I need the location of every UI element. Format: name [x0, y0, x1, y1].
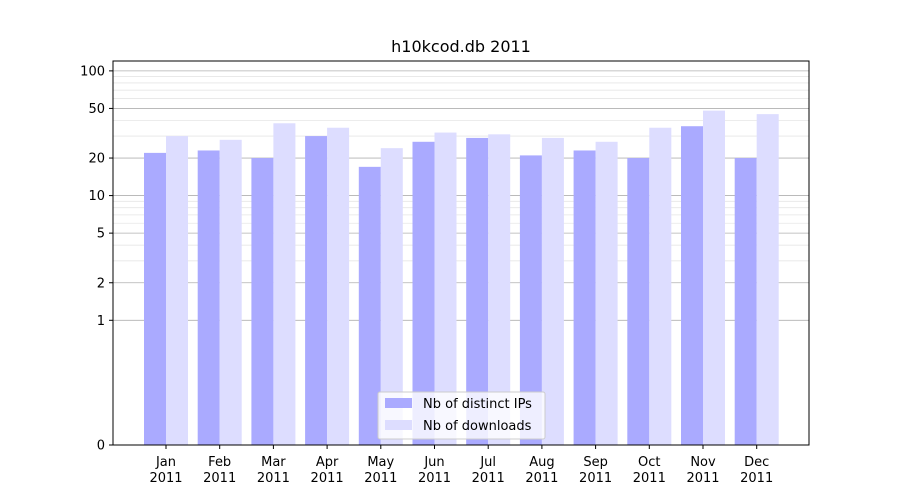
bar-downloads: [756, 114, 779, 445]
legend: Nb of distinct IPs Nb of downloads: [377, 391, 546, 440]
x-tick-label-month: Sep: [583, 455, 608, 470]
plot-frame: [112, 60, 810, 446]
bar-downloads: [434, 132, 457, 446]
y-tick-label: 10: [88, 189, 105, 204]
bar-distinct-ips: [358, 166, 381, 445]
x-tick-label-year: 2011: [203, 471, 236, 486]
bar-downloads: [703, 110, 725, 445]
bar-distinct-ips: [519, 155, 542, 445]
x-tick-label-year: 2011: [633, 471, 666, 486]
bar-distinct-ips: [466, 137, 489, 446]
bar-distinct-ips: [734, 158, 757, 445]
y-tick-label: 1: [97, 314, 105, 329]
y-tick-label: 5: [97, 227, 105, 242]
bar-distinct-ips: [144, 152, 166, 445]
y-tick-label: 50: [88, 102, 105, 117]
x-tick-label-month: Jul: [479, 455, 496, 470]
x-tick-label-year: 2011: [740, 471, 773, 486]
y-tick-label: 100: [80, 64, 105, 79]
bar-distinct-ips: [627, 158, 650, 445]
x-tick-label-year: 2011: [472, 471, 505, 486]
bar-downloads: [166, 136, 188, 446]
y-tick-label: 2: [97, 276, 105, 291]
legend-box: [377, 391, 546, 440]
x-tick-label-year: 2011: [149, 471, 182, 486]
x-tick-label-month: Mar: [261, 455, 286, 470]
y-axis: 0 1 2 5 10 20 50 100: [80, 64, 113, 454]
x-tick-label-year: 2011: [525, 471, 558, 486]
bar-distinct-ips: [251, 158, 274, 445]
bar-downloads: [219, 139, 242, 445]
bar-downloads: [488, 134, 511, 445]
x-tick-label-year: 2011: [418, 471, 451, 486]
x-tick-label-year: 2011: [311, 471, 344, 486]
bars: [144, 110, 779, 446]
x-tick-label-month: May: [367, 455, 394, 470]
x-tick-label-year: 2011: [364, 471, 397, 486]
bar-downloads: [595, 141, 618, 445]
bar-distinct-ips: [412, 141, 435, 445]
bar-distinct-ips: [305, 136, 328, 446]
bar-distinct-ips: [681, 126, 703, 446]
bar-distinct-ips: [573, 150, 596, 445]
x-tick-label-year: 2011: [579, 471, 612, 486]
bar-distinct-ips: [197, 150, 220, 445]
x-tick-label-year: 2011: [257, 471, 290, 486]
bar-downloads: [541, 137, 564, 446]
legend-swatch-distinct-ips: [385, 398, 412, 408]
x-tick-label-month: Aug: [529, 455, 554, 470]
bar-downloads: [327, 127, 350, 445]
y-tick-label: 0: [97, 439, 105, 454]
bar-downloads: [380, 148, 403, 445]
x-tick-label-month: Apr: [316, 455, 339, 470]
x-tick-label-month: Oct: [638, 455, 660, 470]
x-tick-label-month: Feb: [208, 455, 231, 470]
bar-downloads: [273, 123, 296, 446]
x-axis: Jan2011Feb2011Mar2011Apr2011May2011Jun20…: [149, 445, 773, 486]
legend-label-distinct-ips: Nb of distinct IPs: [423, 397, 532, 412]
x-tick-label-month: Jan: [155, 455, 176, 470]
x-tick-label-month: Nov: [690, 455, 716, 470]
x-tick-label-month: Dec: [744, 455, 769, 470]
legend-swatch-downloads: [385, 420, 412, 430]
x-tick-label-year: 2011: [686, 471, 719, 486]
chart-title: h10kcod.db 2011: [391, 37, 531, 56]
legend-label-downloads: Nb of downloads: [423, 419, 532, 434]
y-tick-label: 20: [88, 152, 105, 167]
x-tick-label-month: Jun: [423, 455, 444, 470]
bar-downloads: [649, 127, 672, 445]
